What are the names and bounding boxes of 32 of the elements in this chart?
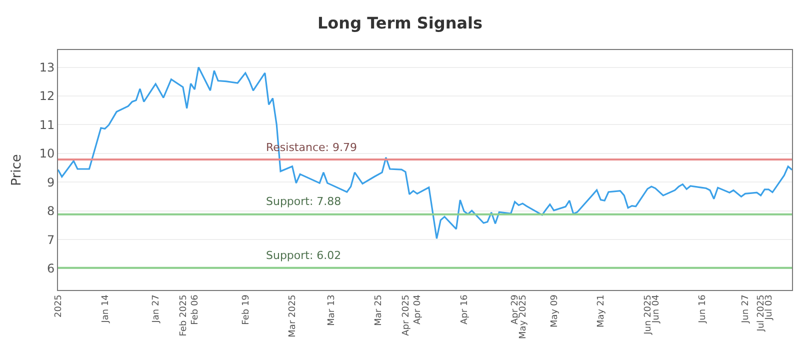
x-tick-label: Feb 06 (190, 294, 201, 325)
ref-line-label: Support: 7.88 (266, 195, 342, 208)
line-series (58, 66, 792, 240)
x-tick-label: May 21 (596, 294, 607, 328)
x-tick-label: Apr 16 (460, 294, 470, 324)
x-tick-label: Jun 16 (698, 294, 708, 324)
x-tick-label: Feb 19 (241, 294, 252, 325)
x-tick-label: Jan 14 (100, 294, 111, 324)
x-tick-label: Apr 04 (413, 294, 424, 324)
x-tick-label: Jun 04 (651, 294, 662, 324)
x-tick-label: May 09 (550, 294, 560, 328)
y-tick-label: 8 (46, 204, 55, 218)
x-tick-label: Mar 25 (374, 294, 384, 326)
chart-title: Long Term Signals (317, 14, 483, 33)
ref-line-label: Support: 6.02 (266, 249, 342, 262)
y-tick-label: 11 (39, 118, 55, 132)
y-tick-label: 12 (39, 89, 55, 104)
y-tick-label: 7 (46, 232, 55, 247)
y-tick-label: 10 (39, 146, 55, 161)
x-tick-label: Jul 03 (764, 294, 774, 321)
x-tick-label: 2025 (54, 294, 64, 318)
y-tick-label: 6 (46, 262, 55, 276)
x-tick-label: May 2025 (518, 294, 529, 339)
x-tick-label: Feb 2025 (178, 294, 189, 336)
x-tick-label: Jun 27 (741, 294, 752, 324)
y-tick-label: 9 (46, 175, 55, 190)
x-tick-label: Jan 27 (152, 294, 162, 324)
x-tick-label: Mar 13 (327, 294, 338, 326)
x-tick-label: Apr 2025 (401, 294, 412, 336)
y-tick-label: 13 (39, 60, 55, 74)
x-tick-label: Mar 2025 (288, 294, 298, 338)
y-axis-title: Price (9, 154, 24, 186)
